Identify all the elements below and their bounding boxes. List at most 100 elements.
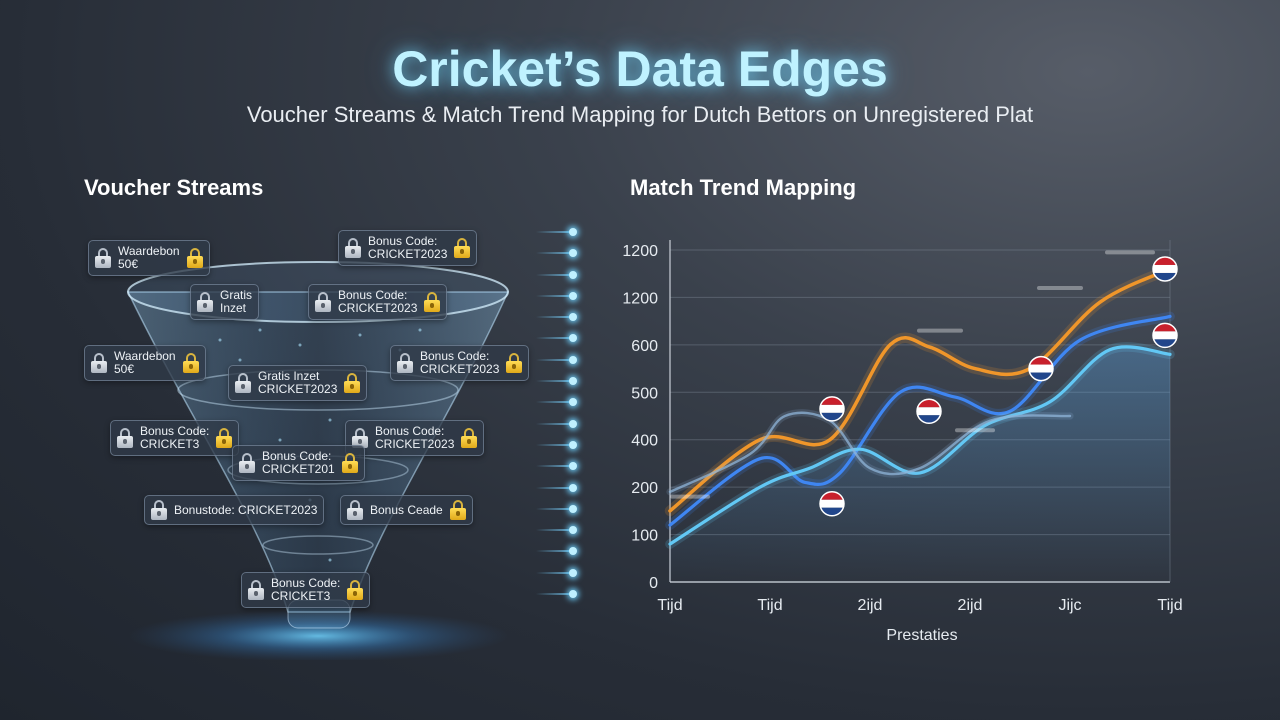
y-tick-label: 500 bbox=[631, 385, 658, 402]
voucher-chip: Bonus Code: CRICKET2023 bbox=[345, 420, 485, 456]
glowing-dot-icon bbox=[569, 547, 577, 556]
voucher-chip-label: Waardebon 50€ bbox=[114, 349, 176, 376]
light-streak bbox=[1037, 285, 1083, 290]
page-subtitle: Voucher Streams & Match Trend Mapping fo… bbox=[246, 102, 1034, 127]
voucher-chip: Bonus Code: CRICKET3 bbox=[110, 420, 240, 456]
glow-dot-row bbox=[536, 499, 582, 520]
padlock-icon bbox=[239, 453, 255, 473]
padlock-icon bbox=[95, 248, 111, 268]
glowing-dot-icon bbox=[569, 228, 577, 236]
gold-padlock-icon bbox=[216, 428, 233, 448]
glow-line bbox=[536, 337, 570, 340]
glow-line bbox=[536, 294, 570, 297]
gold-padlock-icon bbox=[347, 580, 364, 600]
glowing-dot-icon bbox=[569, 440, 577, 449]
glowing-dot-icon bbox=[569, 526, 577, 535]
voucher-chip: Bonus Code: CRICKET2023 bbox=[338, 230, 478, 266]
glow-line bbox=[536, 273, 570, 276]
padlock-icon bbox=[397, 353, 413, 373]
voucher-chip-label: Bonus Code: CRICKET2023 bbox=[368, 234, 448, 261]
chart-series bbox=[664, 250, 1176, 549]
voucher-chip: Gratis Inzet CRICKET2023 bbox=[228, 365, 368, 401]
glowing-dot-icon bbox=[569, 291, 577, 300]
series-orange-line bbox=[668, 267, 1172, 513]
glow-line bbox=[536, 465, 570, 468]
glow-dot-row bbox=[536, 563, 582, 584]
light-streak bbox=[1105, 250, 1155, 255]
padlock-icon bbox=[248, 580, 264, 600]
gold-padlock-icon bbox=[182, 353, 199, 373]
glowing-dot-icon bbox=[569, 483, 577, 492]
glow-dot-row bbox=[536, 541, 582, 562]
glow-line bbox=[536, 358, 570, 361]
glowing-dot-icon bbox=[569, 568, 577, 577]
voucher-chip-label: Bonustode: CRICKET2023 bbox=[174, 502, 318, 517]
x-tick-label: Jijc bbox=[1058, 597, 1081, 614]
glow-dot-row bbox=[536, 286, 582, 307]
padlock-icon bbox=[117, 428, 133, 448]
glow-dot-row bbox=[536, 520, 582, 541]
light-streak bbox=[917, 328, 963, 333]
y-tick-label: 0 bbox=[649, 575, 658, 592]
x-axis-ticks: Tijd Tijd 2ijd 2ijd Jijc Tijd bbox=[657, 597, 1182, 614]
voucher-chip: Gratis Inzet bbox=[190, 284, 260, 320]
glow-line bbox=[536, 316, 570, 319]
y-tick-label: 400 bbox=[631, 433, 658, 450]
glow-line bbox=[536, 422, 570, 425]
glow-line bbox=[536, 401, 570, 404]
x-tick-label: Tijd bbox=[657, 597, 682, 614]
x-tick-label: Tijd bbox=[1157, 597, 1182, 614]
voucher-chip: Bonus Code: CRICKET2023 bbox=[308, 284, 448, 320]
glowing-dot-icon bbox=[569, 377, 577, 386]
gold-padlock-icon bbox=[454, 238, 471, 258]
light-streak bbox=[670, 494, 710, 499]
glow-dot-row bbox=[536, 456, 582, 477]
voucher-chip: Bonus Code: CRICKET3 bbox=[241, 572, 371, 608]
padlock-icon bbox=[91, 353, 107, 373]
y-tick-label: 200 bbox=[631, 480, 658, 497]
netherlands-flag-icon bbox=[916, 398, 942, 425]
glowing-dot-icon bbox=[569, 249, 577, 258]
chart-markers bbox=[819, 256, 1178, 517]
padlock-icon bbox=[151, 500, 167, 520]
glow-dot-row bbox=[536, 392, 582, 413]
x-tick-label: 2ijd bbox=[858, 597, 883, 614]
voucher-chip-label: Gratis Inzet CRICKET2023 bbox=[258, 369, 338, 396]
glowing-dot-icon bbox=[569, 270, 577, 279]
gold-padlock-icon bbox=[424, 292, 441, 312]
padlock-icon bbox=[345, 238, 361, 258]
gold-padlock-icon bbox=[344, 373, 361, 393]
glow-dot-row bbox=[536, 222, 582, 243]
voucher-chip: Bonus Code: CRICKET201 bbox=[232, 445, 365, 481]
glow-dot-row bbox=[536, 371, 582, 392]
gold-padlock-icon bbox=[341, 453, 358, 473]
glowing-dot-icon bbox=[569, 313, 577, 322]
glow-dot-row bbox=[536, 243, 582, 264]
glow-dot-row bbox=[536, 350, 582, 371]
gold-padlock-icon bbox=[186, 248, 203, 268]
glow-dot-row bbox=[536, 265, 582, 286]
gold-padlock-icon bbox=[449, 500, 466, 520]
padlock-icon bbox=[315, 292, 331, 312]
netherlands-flag-icon bbox=[1152, 322, 1178, 349]
x-tick-label: Tijd bbox=[757, 597, 782, 614]
glowing-dot-icon bbox=[569, 355, 577, 364]
netherlands-flag-icon bbox=[819, 396, 845, 422]
glowing-dot-icon bbox=[569, 334, 577, 343]
voucher-chip-label: Bonus Code: CRICKET2023 bbox=[375, 424, 455, 451]
glow-dot-row bbox=[536, 328, 582, 349]
netherlands-flag-icon bbox=[1152, 256, 1178, 282]
netherlands-flag-icon bbox=[1028, 355, 1054, 382]
padlock-icon bbox=[197, 292, 213, 312]
voucher-chip: Waardebon 50€ bbox=[84, 345, 206, 381]
glow-dot-row bbox=[536, 414, 582, 435]
glowing-dot-icon bbox=[569, 419, 577, 428]
voucher-chip: Bonus Code: CRICKET2023 bbox=[390, 345, 530, 381]
voucher-chip-label: Bonus Ceade bbox=[370, 502, 443, 517]
voucher-chip: Bonus Ceade bbox=[340, 495, 473, 525]
trend-chart: 0 100 200 400 500 600 1200 1200 Tijd Tijd 2ijd 2ij… bbox=[622, 240, 1183, 644]
y-axis-ticks: 0 100 200 400 500 600 1200 1200 bbox=[622, 243, 658, 592]
glowing-dot-icon bbox=[569, 590, 577, 599]
glowing-dot-column bbox=[536, 222, 582, 605]
voucher-chip-label: Bonus Code: CRICKET3 bbox=[271, 576, 341, 603]
